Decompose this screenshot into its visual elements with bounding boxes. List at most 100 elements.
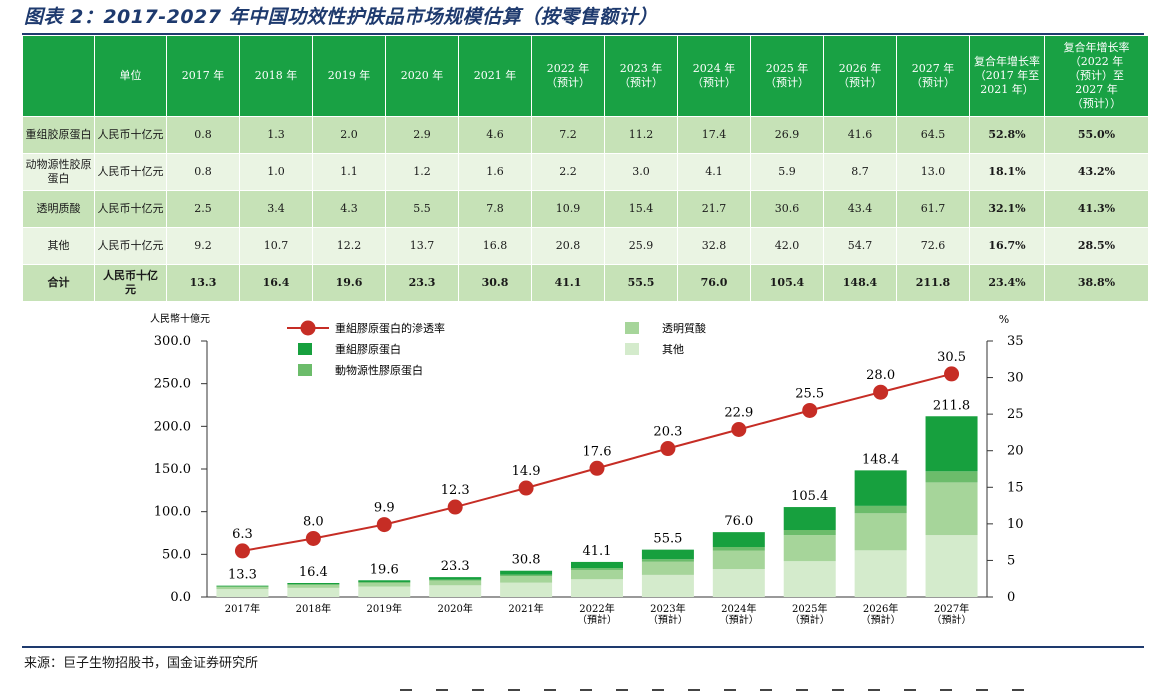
bar-total-label: 41.1 [583, 544, 612, 559]
bar-total-label: 55.5 [653, 532, 682, 547]
x-tick-label: 2025年 [792, 602, 827, 615]
bar-segment [358, 582, 411, 587]
value-cell: 20.8 [531, 227, 605, 265]
value-cell: 38.8% [1044, 264, 1149, 302]
x-tick-label: （預計） [932, 613, 972, 626]
bar-segment [641, 574, 694, 597]
bar-total-label: 16.4 [299, 565, 328, 580]
bar-segment [712, 550, 765, 570]
value-cell: 7.8 [458, 190, 532, 228]
table-header-cell: 2022 年（预计） [531, 35, 605, 117]
right-tick-label: 25 [1007, 407, 1024, 422]
bar-segment [500, 582, 553, 597]
table-header-cell: 2023 年（预计） [604, 35, 678, 117]
value-cell: 1.3 [239, 116, 313, 154]
x-tick-label: 2023年 [650, 602, 685, 615]
value-cell: 52.8% [969, 116, 1045, 154]
value-cell: 8.7 [823, 153, 897, 191]
left-tick-label: 0.0 [170, 590, 191, 605]
bar-total-label: 76.0 [724, 514, 753, 529]
value-cell: 2.0 [312, 116, 386, 154]
table-row: 动物源性胶原 蛋白 人民币十亿元 0.8 1.0 1.1 1.2 1.6 2.2 3.0 4.1 5.… [22, 153, 1149, 191]
bar-segment [216, 587, 269, 590]
value-cell: 148.4 [823, 264, 897, 302]
value-cell: 105.4 [750, 264, 824, 302]
penetration-point [305, 530, 321, 546]
value-cell: 10.9 [531, 190, 605, 228]
value-cell: 2.9 [385, 116, 459, 154]
unit-cell: 人民币十亿元 [94, 190, 167, 228]
value-cell: 0.8 [166, 153, 240, 191]
value-cell: 2.5 [166, 190, 240, 228]
value-cell: 18.1% [969, 153, 1045, 191]
truncated-next-line [400, 682, 1120, 691]
table-total-row: 合计 人民币十亿元 13.3 16.4 19.6 23.3 30.8 41.1 55.5 76.0… [22, 264, 1149, 302]
bar-segment [216, 585, 269, 587]
value-cell: 26.9 [750, 116, 824, 154]
value-cell: 41.1 [531, 264, 605, 302]
value-cell: 54.7 [823, 227, 897, 265]
legend-label: 動物源性膠原蛋白 [335, 363, 423, 377]
x-tick-label: 2020年 [437, 602, 472, 615]
x-tick-label: （預計） [861, 613, 901, 626]
value-cell: 10.7 [239, 227, 313, 265]
bar-total-label: 13.3 [228, 568, 257, 583]
penetration-point [802, 402, 818, 418]
legend-label: 重組膠原蛋白 [335, 342, 401, 356]
table-header-cell: 2027 年（预计） [896, 35, 970, 117]
legend-marker-swatch [300, 320, 316, 336]
penetration-label: 30.5 [937, 350, 966, 365]
bar-segment [571, 579, 623, 597]
bar-segment [925, 482, 978, 536]
penetration-label: 9.9 [374, 501, 395, 516]
table-header-cell: 2024 年（预计） [677, 35, 751, 117]
value-cell: 5.9 [750, 153, 824, 191]
legend-label: 重組膠原蛋白的滲透率 [335, 321, 445, 335]
value-cell: 41.3% [1044, 190, 1149, 228]
bar-segment [500, 576, 553, 583]
x-tick-label: 2021年 [508, 602, 543, 615]
table-header-cell [22, 35, 95, 117]
value-cell: 55.0% [1044, 116, 1149, 154]
table-row: 重组胶原蛋白 人民币十亿元 0.8 1.3 2.0 2.9 4.6 7.2 11.2 17.4 26… [22, 116, 1149, 154]
penetration-point [589, 460, 605, 476]
penetration-point [234, 543, 250, 559]
figure-title: 图表 2：2017-2027 年中国功效性护肤品市场规模估算（按零售额计） [24, 6, 658, 28]
unit-cell: 人民币十亿元 [94, 227, 167, 265]
right-tick-label: 20 [1007, 444, 1024, 459]
penetration-point [518, 480, 534, 496]
left-tick-label: 150.0 [154, 462, 191, 477]
market-size-chart: 0.0 50.0 100.0 150.0 200.0 250.0 300.0 0 5 10 15 20… [150, 312, 1024, 626]
right-tick-label: 10 [1007, 517, 1024, 532]
value-cell: 5.5 [385, 190, 459, 228]
bar-segment [571, 561, 623, 569]
penetration-label: 17.6 [583, 444, 612, 459]
penetration-label: 6.3 [232, 527, 253, 542]
x-tick-label: （預計） [577, 613, 617, 626]
bar-segment [854, 505, 907, 514]
title-rule [22, 33, 1144, 35]
value-cell: 55.5 [604, 264, 678, 302]
x-tick-label: （預計） [719, 613, 759, 626]
left-tick-label: 100.0 [154, 505, 191, 520]
value-cell: 4.3 [312, 190, 386, 228]
value-cell: 61.7 [896, 190, 970, 228]
table-body: 重组胶原蛋白 人民币十亿元 0.8 1.3 2.0 2.9 4.6 7.2 11.2 17.4 26… [22, 116, 1149, 302]
value-cell: 16.8 [458, 227, 532, 265]
bar-segment [287, 584, 340, 588]
value-cell: 4.1 [677, 153, 751, 191]
penetration-label: 28.0 [866, 368, 895, 383]
x-tick-label: 2017年 [225, 602, 260, 615]
source-rule [22, 646, 1144, 648]
bar-segment [641, 561, 694, 575]
row-label-cell: 合计 [22, 264, 95, 302]
bar-total-label: 211.8 [933, 398, 970, 413]
unit-cell: 人民币十亿元 [94, 264, 167, 302]
bar-segment [783, 535, 836, 562]
value-cell: 12.2 [312, 227, 386, 265]
bar-total-label: 30.8 [512, 553, 541, 568]
value-cell: 11.2 [604, 116, 678, 154]
bar-segment [571, 568, 623, 570]
penetration-point [944, 366, 960, 382]
right-tick-label: 35 [1007, 334, 1024, 349]
